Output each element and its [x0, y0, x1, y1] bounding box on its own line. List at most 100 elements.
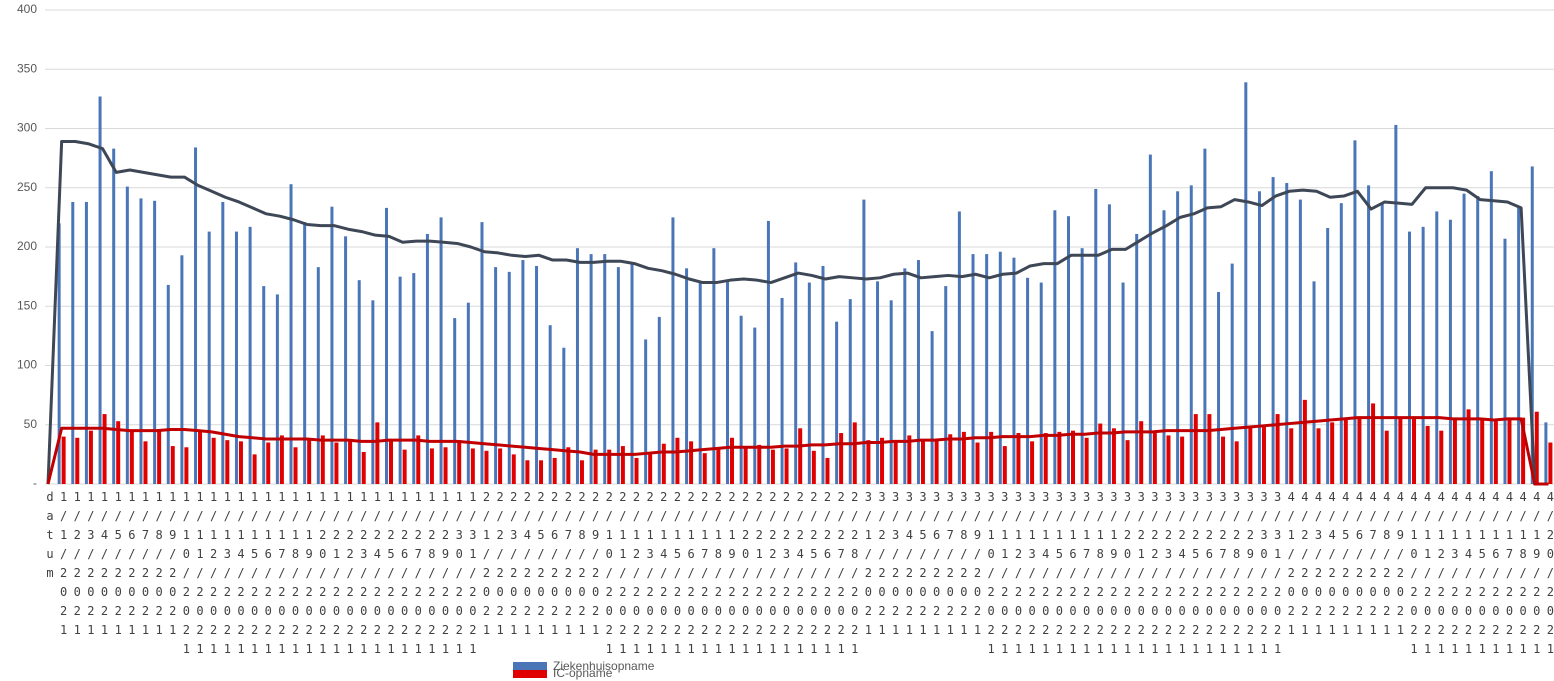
- x-tick-label: 3/4/2021: [902, 490, 917, 642]
- bar: [507, 271, 511, 484]
- x-tick-label: 4/3/2021: [1311, 490, 1326, 642]
- x-tick-label: 4/8/2021: [1379, 490, 1394, 642]
- bar: [766, 220, 770, 484]
- bar: [798, 428, 803, 484]
- bar: [248, 226, 252, 485]
- x-tick-label: 2/22/2021: [765, 490, 780, 661]
- bar: [416, 435, 421, 484]
- bar: [1162, 210, 1166, 484]
- x-tick-label: 3/29/2021: [1243, 490, 1258, 661]
- bar: [985, 254, 989, 484]
- bar: [279, 435, 284, 484]
- bar: [862, 199, 866, 484]
- x-tick-label: 2/24/2021: [793, 490, 808, 661]
- x-tick-label: 2/16/2021: [684, 490, 699, 661]
- bar: [1080, 248, 1084, 484]
- bar: [579, 460, 584, 484]
- x-tick-label: 4/19/2021: [1529, 490, 1544, 661]
- bar: [457, 440, 462, 484]
- bar: [934, 440, 939, 484]
- bar: [944, 286, 948, 484]
- x-tick-label: 3/12/2021: [1011, 490, 1026, 661]
- x-tick-label: 3/11/2021: [997, 490, 1012, 661]
- bar: [1298, 199, 1302, 484]
- x-tick-label: 3/7/2021: [943, 490, 958, 642]
- bar: [1221, 436, 1226, 484]
- bar: [1339, 203, 1343, 484]
- bar: [535, 265, 539, 484]
- x-tick-label: 2/11/2021: [615, 490, 630, 661]
- bar: [1412, 416, 1416, 484]
- x-tick-label: 4/1/2021: [1284, 490, 1299, 642]
- bar: [1398, 417, 1403, 484]
- bar: [948, 434, 953, 484]
- bar: [630, 263, 634, 484]
- x-tick-label: 1/15/2021: [247, 490, 262, 661]
- x-tick-label: 3/15/2021: [1052, 490, 1067, 661]
- bar: [389, 441, 393, 484]
- x-tick-label: 2/27/2021: [834, 490, 849, 661]
- x-tick-label: 2/9/2021: [588, 490, 603, 642]
- x-tick-label: datum: [43, 490, 57, 585]
- bar: [566, 447, 571, 484]
- bar: [671, 217, 675, 484]
- bar: [1285, 183, 1289, 484]
- bar: [848, 299, 852, 484]
- bar: [1534, 411, 1539, 484]
- bar: [330, 206, 334, 484]
- bar: [661, 443, 666, 484]
- x-tick-label: 1/19/2021: [302, 490, 317, 661]
- bar: [1207, 414, 1212, 484]
- x-tick-label: 1/16/2021: [261, 490, 276, 661]
- bar: [61, 436, 66, 484]
- x-tick-label: 1/11/2021: [193, 490, 208, 661]
- bar: [1312, 281, 1316, 484]
- bar: [1135, 233, 1139, 484]
- x-tick-label: 2/15/2021: [670, 490, 685, 661]
- bar: [1261, 425, 1266, 484]
- x-tick-label: 2/1/2021: [479, 490, 494, 642]
- bar: [1357, 418, 1362, 484]
- bar: [607, 449, 612, 484]
- bar: [916, 260, 920, 484]
- bar: [361, 452, 366, 484]
- x-tick-label: 4/11/2021: [1420, 490, 1435, 661]
- bar: [398, 276, 402, 484]
- bar: [998, 251, 1002, 484]
- x-tick-label: 1/31/2021: [465, 490, 480, 661]
- x-tick-label: 4/18/2021: [1516, 490, 1531, 661]
- x-tick-label: 2/10/2021: [602, 490, 617, 661]
- x-tick-label: 4/14/2021: [1461, 490, 1476, 661]
- bar: [893, 442, 898, 484]
- x-tick-label: 1/29/2021: [438, 490, 453, 661]
- bar: [1480, 420, 1485, 484]
- bar: [1489, 171, 1493, 484]
- bar: [552, 457, 557, 484]
- bar: [139, 198, 143, 485]
- bar: [1521, 417, 1526, 484]
- bar: [689, 441, 694, 484]
- bar: [443, 447, 448, 484]
- x-tick-label: 1/17/2021: [274, 490, 289, 661]
- x-tick-label: 2/2/2021: [493, 490, 508, 642]
- bar: [780, 297, 784, 484]
- x-tick-label: 2/21/2021: [752, 490, 767, 661]
- bar: [1371, 403, 1376, 484]
- bar: [1043, 433, 1048, 484]
- bar: [1230, 263, 1234, 484]
- bar: [225, 440, 230, 484]
- y-tick-label: 200: [17, 239, 37, 253]
- bar: [194, 147, 198, 484]
- bar: [730, 437, 734, 484]
- x-tick-label: 3/27/2021: [1216, 490, 1231, 661]
- bar: [1180, 436, 1185, 484]
- legend-label: IC-opname: [553, 666, 613, 680]
- x-tick-label: 2/14/2021: [656, 490, 671, 661]
- bar: [835, 321, 839, 484]
- bar: [1084, 437, 1089, 484]
- bar: [439, 217, 443, 484]
- bar: [198, 429, 203, 484]
- bar: [975, 442, 980, 484]
- bar: [207, 231, 211, 484]
